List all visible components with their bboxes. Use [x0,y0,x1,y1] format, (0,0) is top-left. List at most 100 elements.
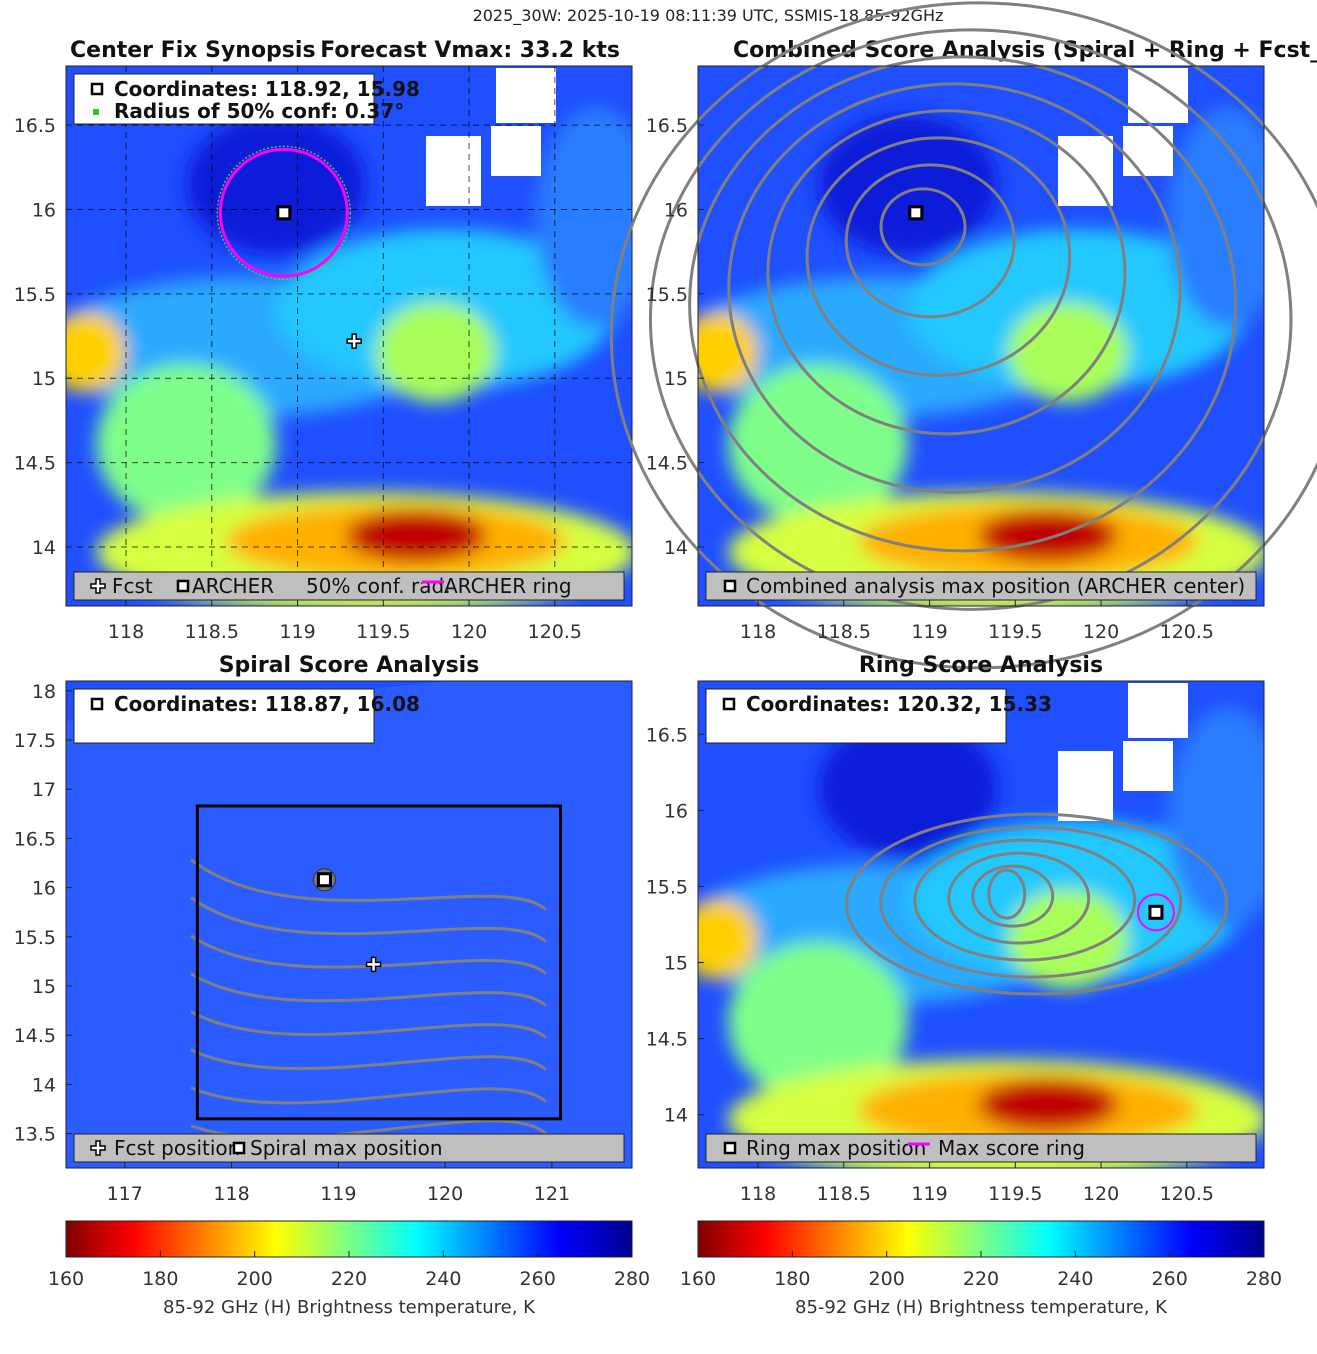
heatmap-fields-0 [66,107,632,606]
bt-field-e [66,312,126,393]
legend-fcst-position: Fcst position [114,1136,240,1160]
colorbar-left: 160 180 200 220 240 260 280 85-92 GHz (H) Brig… [48,1220,650,1318]
spiral-contour-0 [190,858,548,911]
contour-line-6 [648,28,1293,611]
panel1-title-right: Forecast Vmax: 33.2 kts [320,38,620,63]
info-line: Radius of 50% conf: 0.37° [114,99,404,123]
x-tick-label: 117 [107,1183,143,1205]
legend: Ring max position Max score ring [705,1133,1257,1163]
y-tick-label: 16.5 [14,828,56,850]
no-data-patch [1058,751,1113,821]
x-tick-label: 120 [451,621,487,643]
legend-archer: ARCHER [192,574,274,598]
bt-field-d [1008,889,1128,990]
y-tick-label: 15 [664,368,688,390]
colorbar-tick-label: 280 [614,1268,650,1290]
legend-combined-symbol [723,579,737,593]
heatmap-0 [66,66,632,606]
y-tick-label: 17 [32,779,56,801]
bt-field-i [186,114,366,255]
axes-frame [65,680,633,1169]
colorbar-tick-label: 160 [680,1268,716,1290]
axes-frame [65,65,633,607]
info-box: Coordinates: 120.32, 15.33 [705,688,1052,744]
archer-ring-circle [218,147,349,278]
no-data-patch [1128,683,1188,738]
info-line: Coordinates: 120.32, 15.33 [746,692,1052,716]
y-tick-label: 18 [32,681,56,703]
y-tick-label: 14.5 [14,453,56,475]
panel4-title: Ring Score Analysis [859,653,1103,678]
colorbar-tick-label: 160 [48,1268,84,1290]
x-tick-label: 120 [427,1183,463,1205]
bt-field-d [1008,302,1128,403]
x-tick-label: 118 [213,1183,249,1205]
bt-field-j [1168,707,1264,928]
x-tick-label: 119 [911,621,947,643]
y-tick-label: 15.5 [646,876,688,898]
contour-line-1 [844,163,1016,319]
x-tick-label: 120.5 [1160,621,1214,643]
legend-ring-max: Ring max position [746,1136,926,1160]
colorbar-tick-label: 240 [425,1268,461,1290]
axis-ticks: 118 118.5 119 119.5 120 120.5 16.5 16 15.5 15 14.5… [646,115,1214,643]
bt-field-e [698,899,758,980]
bt-field-i [818,114,998,255]
ring-contour-2 [947,851,1091,945]
panel2-title: Combined Score Analysis (Spiral + Ring +… [733,38,1317,63]
legend-max-score-ring: Max score ring [938,1136,1085,1160]
colorbar-tick-label: 180 [774,1268,810,1290]
panel3-title: Spiral Score Analysis [219,653,480,678]
spiral-contour-4 [190,1010,548,1039]
bt-field-h [978,509,1118,562]
x-tick-label: 119.5 [988,1183,1042,1205]
y-tick-label: 16 [32,878,56,900]
x-tick-label: 118.5 [185,621,239,643]
info-conf-symbol [93,109,99,115]
legend-archer-ring: ARCHER ring [444,574,572,598]
bt-field-d [376,302,496,403]
no-data-patch [496,68,556,123]
info-box-bg [73,73,375,125]
y-tick-label: 16 [664,800,688,822]
colorbar-tick-label: 280 [1246,1268,1282,1290]
y-tick-label: 16.5 [14,115,56,137]
y-tick-label: 15.5 [646,284,688,306]
info-archer-symbol [722,697,736,711]
y-tick-label: 14 [664,537,688,559]
bt-field-c [728,364,908,524]
y-tick-label: 16 [664,199,688,221]
axis-ticks: 118 118.5 119 119.5 120 120.5 16.5 16 15.5 15 14.5… [646,724,1214,1205]
legend-fcst-symbol [90,1140,106,1156]
legend-combined: Combined analysis max position (ARCHER c… [746,574,1245,598]
legend-archer-symbol [176,579,190,593]
y-tick-label: 13.5 [14,1124,56,1146]
colorbar-tick-label: 200 [869,1268,905,1290]
x-tick-label: 119 [320,1183,356,1205]
no-data-patch [1123,126,1173,176]
colorbar-tick-label: 240 [1057,1268,1093,1290]
legend-spiral-max: Spiral max position [250,1136,443,1160]
heatmap-3 [698,681,1264,1168]
x-tick-label: 118.5 [817,621,871,643]
max-score-ring [1136,893,1175,932]
y-tick-label: 15 [32,976,56,998]
colorbar-tick-label: 260 [1152,1268,1188,1290]
colorbar-tick-label: 260 [520,1268,556,1290]
spiral-max-marker [316,872,332,888]
panel-spiral-score: Spiral Score Analysis 117 118 119 120 121181… [14,653,633,1205]
heatmap-2 [66,681,632,1168]
grid-lines [66,66,632,606]
no-data-patch [491,126,541,176]
y-tick-label: 14.5 [14,1025,56,1047]
info-line: Coordinates: 118.87, 16.08 [114,692,420,716]
x-tick-label: 119.5 [988,621,1042,643]
y-tick-label: 14 [32,1074,56,1096]
y-tick-label: 16.5 [646,724,688,746]
axis-ticks: 117 118 119 120 121 18 17.5 17 16.5 16 15.5 15 14.5 1… [14,681,570,1205]
info-archer-symbol [90,82,104,96]
combined-max-marker [908,205,924,221]
y-tick-label: 14 [32,537,56,559]
spiral-contour-5 [190,1048,548,1071]
ring-contours [845,812,1229,996]
